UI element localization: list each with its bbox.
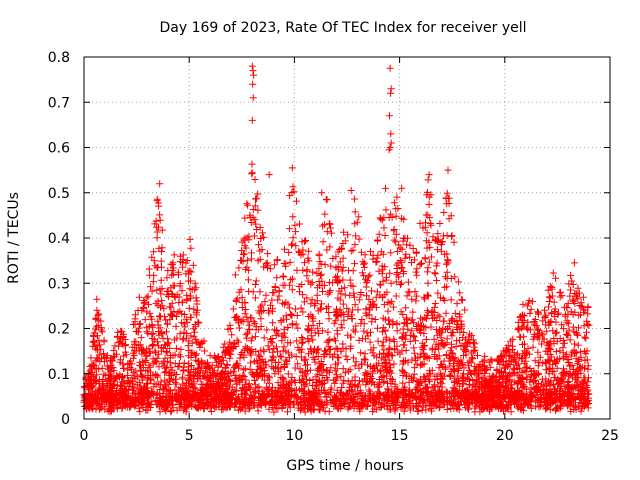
y-axis-title: ROTI / TECUs bbox=[6, 192, 22, 284]
y-tick-label: 0.3 bbox=[48, 276, 70, 292]
x-tick-label: 0 bbox=[80, 428, 89, 444]
x-axis-title: GPS time / hours bbox=[286, 458, 403, 474]
y-tick-label: 0.6 bbox=[48, 141, 70, 157]
x-tick-label: 10 bbox=[285, 428, 303, 444]
y-tick-label: 0.7 bbox=[48, 95, 70, 111]
y-tick-label: 0.8 bbox=[48, 50, 70, 66]
grid bbox=[84, 57, 610, 419]
x-tick-label: 20 bbox=[496, 428, 514, 444]
chart-title: Day 169 of 2023, Rate Of TEC Index for r… bbox=[159, 20, 526, 36]
y-tick-labels: 0 0.1 0.2 0.3 0.4 0.5 0.6 0.7 0.8 bbox=[48, 50, 70, 428]
data-points bbox=[80, 62, 593, 416]
y-tick-label: 0.5 bbox=[48, 186, 70, 202]
plot-frame bbox=[83, 56, 611, 420]
x-tick-labels: 0 5 10 15 20 25 bbox=[80, 428, 619, 444]
x-tick-label: 25 bbox=[601, 428, 619, 444]
scatter-markers bbox=[80, 62, 593, 416]
axis-ticks bbox=[83, 56, 611, 420]
y-tick-label: 0.4 bbox=[48, 231, 70, 247]
x-tick-label: 5 bbox=[185, 428, 194, 444]
y-tick-label: 0 bbox=[61, 412, 70, 428]
y-tick-label: 0.1 bbox=[48, 367, 70, 383]
x-tick-label: 15 bbox=[391, 428, 409, 444]
y-tick-label: 0.2 bbox=[48, 322, 70, 338]
